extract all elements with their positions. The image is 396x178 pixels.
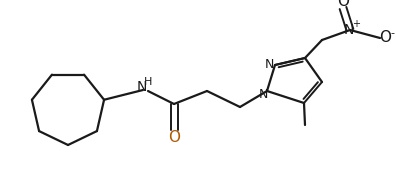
Text: N: N: [137, 80, 147, 94]
Text: H: H: [144, 77, 152, 87]
Text: +: +: [352, 19, 360, 29]
Text: -: -: [390, 28, 394, 38]
Text: O: O: [379, 30, 391, 46]
Text: N: N: [264, 57, 274, 70]
Text: O: O: [337, 0, 349, 9]
Text: O: O: [168, 130, 180, 145]
Text: N: N: [258, 88, 268, 101]
Text: N: N: [344, 23, 354, 37]
